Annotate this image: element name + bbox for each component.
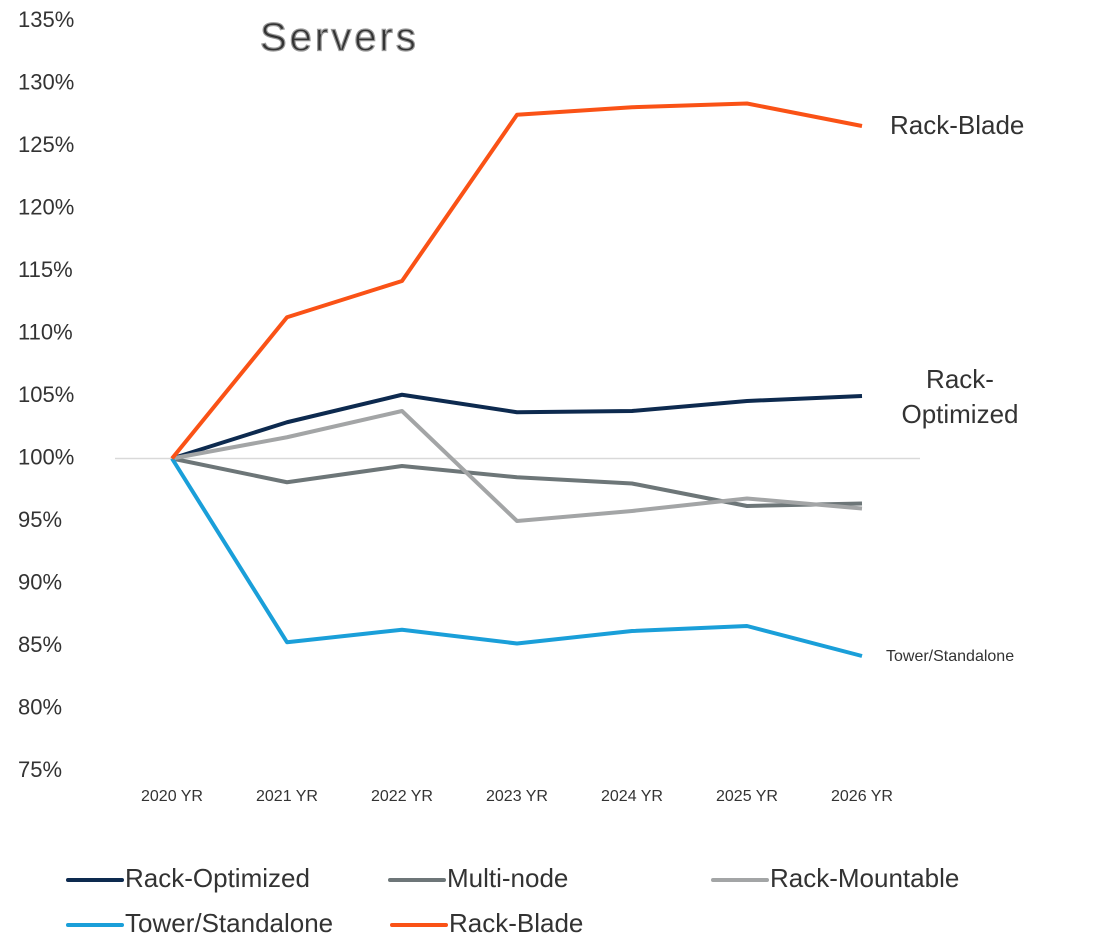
x-tick-label: 2025 YR <box>716 788 778 805</box>
chart-title: Servers <box>260 16 419 60</box>
legend-label: Rack-Optimized <box>125 863 310 893</box>
y-tick-label: 110% <box>18 319 73 344</box>
y-tick-label: 80% <box>18 694 62 719</box>
x-tick-label: 2022 YR <box>371 788 433 805</box>
series-line <box>171 392 863 461</box>
y-tick-label: 85% <box>18 632 62 657</box>
annotation: Rack- <box>926 364 994 394</box>
x-tick-label: 2021 YR <box>256 788 318 805</box>
series-line <box>171 409 863 523</box>
annotation: Tower/Standalone <box>886 648 1014 665</box>
legend-label: Rack-Blade <box>449 908 583 938</box>
y-tick-label: 95% <box>18 507 62 532</box>
legend-label: Tower/Standalone <box>125 908 333 938</box>
y-tick-label: 135% <box>18 7 74 32</box>
y-tick-label: 105% <box>18 382 74 407</box>
x-tick-label: 2024 YR <box>601 788 663 805</box>
y-tick-label: 120% <box>18 194 74 219</box>
y-tick-label: 130% <box>18 69 74 94</box>
y-tick-label: 100% <box>18 444 74 469</box>
series-line <box>171 456 863 508</box>
x-tick-label: 2020 YR <box>141 788 203 805</box>
y-tick-label: 75% <box>18 757 62 782</box>
annotation: Optimized <box>901 399 1018 429</box>
annotation: Rack-Blade <box>890 110 1024 140</box>
x-tick-label: 2026 YR <box>831 788 893 805</box>
legend-label: Multi-node <box>447 863 568 893</box>
y-tick-label: 125% <box>18 132 74 157</box>
y-tick-label: 90% <box>18 569 62 594</box>
legend-label: Rack-Mountable <box>770 863 959 893</box>
series-line <box>170 101 863 460</box>
y-tick-label: 115% <box>18 257 73 282</box>
series-line <box>170 457 863 658</box>
x-tick-label: 2023 YR <box>486 788 548 805</box>
